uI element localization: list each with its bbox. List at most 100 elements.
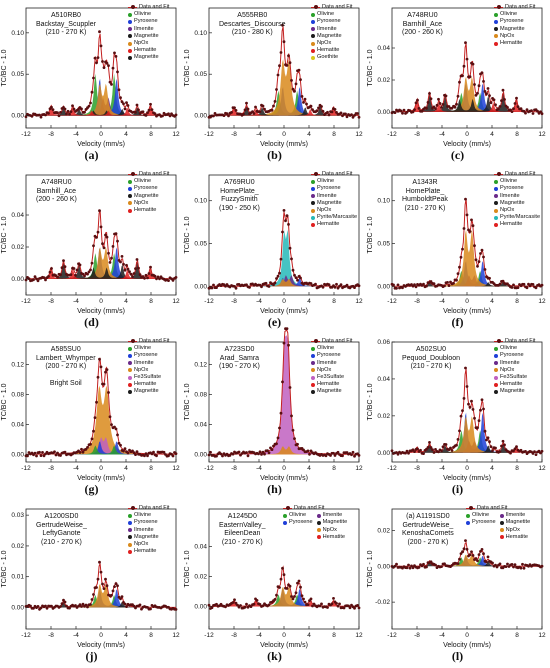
data-point xyxy=(99,44,103,48)
data-point xyxy=(509,451,512,455)
data-point xyxy=(281,566,284,570)
data-point xyxy=(327,113,331,117)
data-point xyxy=(422,452,425,455)
y-tick-label: 0.00 xyxy=(377,563,390,570)
data-point xyxy=(135,258,139,261)
data-point xyxy=(80,447,83,451)
legend-swatch-icon xyxy=(311,223,315,228)
data-point xyxy=(444,94,448,98)
data-point xyxy=(308,452,311,456)
data-point xyxy=(476,559,479,563)
legend-swatch-icon xyxy=(494,361,498,366)
data-point xyxy=(531,112,535,115)
legend-swatch-icon xyxy=(494,27,498,32)
data-point xyxy=(135,103,139,107)
data-point xyxy=(153,112,157,116)
legend-swatch-icon xyxy=(311,48,315,53)
data-point xyxy=(63,600,67,604)
legend-swatch-icon xyxy=(128,34,132,39)
sample-label: A748RU0 Barnhill_Ace (200 - 260 K) xyxy=(402,12,443,38)
panel-letter: (k) xyxy=(267,649,282,663)
data-point xyxy=(92,76,95,80)
data-point xyxy=(339,283,343,287)
x-tick-label: -4 xyxy=(256,465,262,472)
legend-item: Hematite xyxy=(494,381,535,388)
x-tick-label: 12 xyxy=(538,465,546,472)
data-fit-marker-icon xyxy=(494,339,503,344)
data-point xyxy=(422,282,425,286)
data-point xyxy=(533,450,536,453)
y-tick-label: 0.04 xyxy=(194,422,207,429)
legend-label: Olivine xyxy=(500,11,518,18)
data-point xyxy=(104,233,107,237)
legend-item: Fe3Sulfate xyxy=(128,374,169,381)
y-axis-label: TC/BC - 1.0 xyxy=(367,49,374,86)
data-fit-marker-icon xyxy=(311,339,320,344)
legend-item: Olivine xyxy=(128,178,169,185)
legend-swatch-icon xyxy=(128,542,132,547)
x-tick-label: -8 xyxy=(231,298,237,305)
data-point xyxy=(458,429,461,433)
data-point xyxy=(419,448,422,452)
data-point xyxy=(125,101,128,104)
legend-label: Hematite xyxy=(317,381,340,388)
legend-item: Magnetite xyxy=(128,388,169,395)
data-point xyxy=(353,286,356,289)
legend-swatch-icon xyxy=(494,208,498,213)
data-point xyxy=(104,370,107,374)
x-tick-label: 8 xyxy=(332,632,336,639)
data-point xyxy=(293,89,296,93)
legend-item: Pyroxene xyxy=(128,352,169,359)
legend-label: Hematite xyxy=(134,548,157,555)
data-point xyxy=(489,445,493,448)
data-point xyxy=(501,88,505,92)
x-tick-label: 12 xyxy=(355,298,363,305)
x-tick-label: 12 xyxy=(538,131,546,138)
data-fit-marker-icon xyxy=(311,172,320,177)
legend-item: Pyroxene xyxy=(311,18,352,25)
data-point xyxy=(522,566,526,570)
legend-swatch-icon xyxy=(311,201,315,206)
legend-item: Hematite xyxy=(128,381,169,388)
data-point xyxy=(275,442,278,446)
legend: Data and Fit Olivine Pyroxene Ilmenite Magne… xyxy=(311,171,357,229)
data-point xyxy=(290,79,293,82)
x-tick-label: 4 xyxy=(490,465,494,472)
y-tick-label: -0.02 xyxy=(375,599,390,606)
x-tick-label: 4 xyxy=(124,465,128,472)
legend-label: Magnetite xyxy=(134,388,159,395)
data-point xyxy=(443,284,446,288)
legend-item: Pyroxene xyxy=(466,519,496,526)
y-tick-label: 0.00 xyxy=(194,604,207,611)
data-point xyxy=(524,111,527,115)
data-point xyxy=(285,64,289,67)
data-point xyxy=(425,284,428,288)
y-tick-label: 0.01 xyxy=(11,574,24,581)
legend-swatch-icon xyxy=(128,194,132,199)
data-point xyxy=(429,446,433,449)
data-point xyxy=(320,602,323,606)
data-point xyxy=(96,375,100,379)
legend-label: Ilmenite xyxy=(505,512,526,519)
data-point xyxy=(281,380,284,384)
data-point xyxy=(44,113,47,117)
legend-item: Magnetite xyxy=(128,534,169,541)
data-point xyxy=(71,104,74,108)
y-tick-label: 0.00 xyxy=(11,452,24,459)
data-point xyxy=(108,80,112,84)
legend-swatch-icon xyxy=(128,201,132,206)
x-tick-label: -12 xyxy=(387,298,397,305)
data-point xyxy=(81,450,85,454)
data-point xyxy=(36,605,40,608)
data-point xyxy=(272,444,275,448)
legend-item: Hematite xyxy=(128,207,169,214)
data-point xyxy=(341,454,344,458)
data-point xyxy=(411,110,415,114)
x-tick-label: 12 xyxy=(355,131,363,138)
spectrum-panel: -12 -8 -4 0 4 8 12 -0.02 0.00 0.02 Velocity (mm/s)… xyxy=(366,501,549,668)
data-point xyxy=(219,452,223,456)
x-tick-label: 4 xyxy=(124,298,128,305)
data-point xyxy=(126,104,130,107)
data-point xyxy=(488,94,491,97)
legend-item: Olivine xyxy=(283,512,313,519)
